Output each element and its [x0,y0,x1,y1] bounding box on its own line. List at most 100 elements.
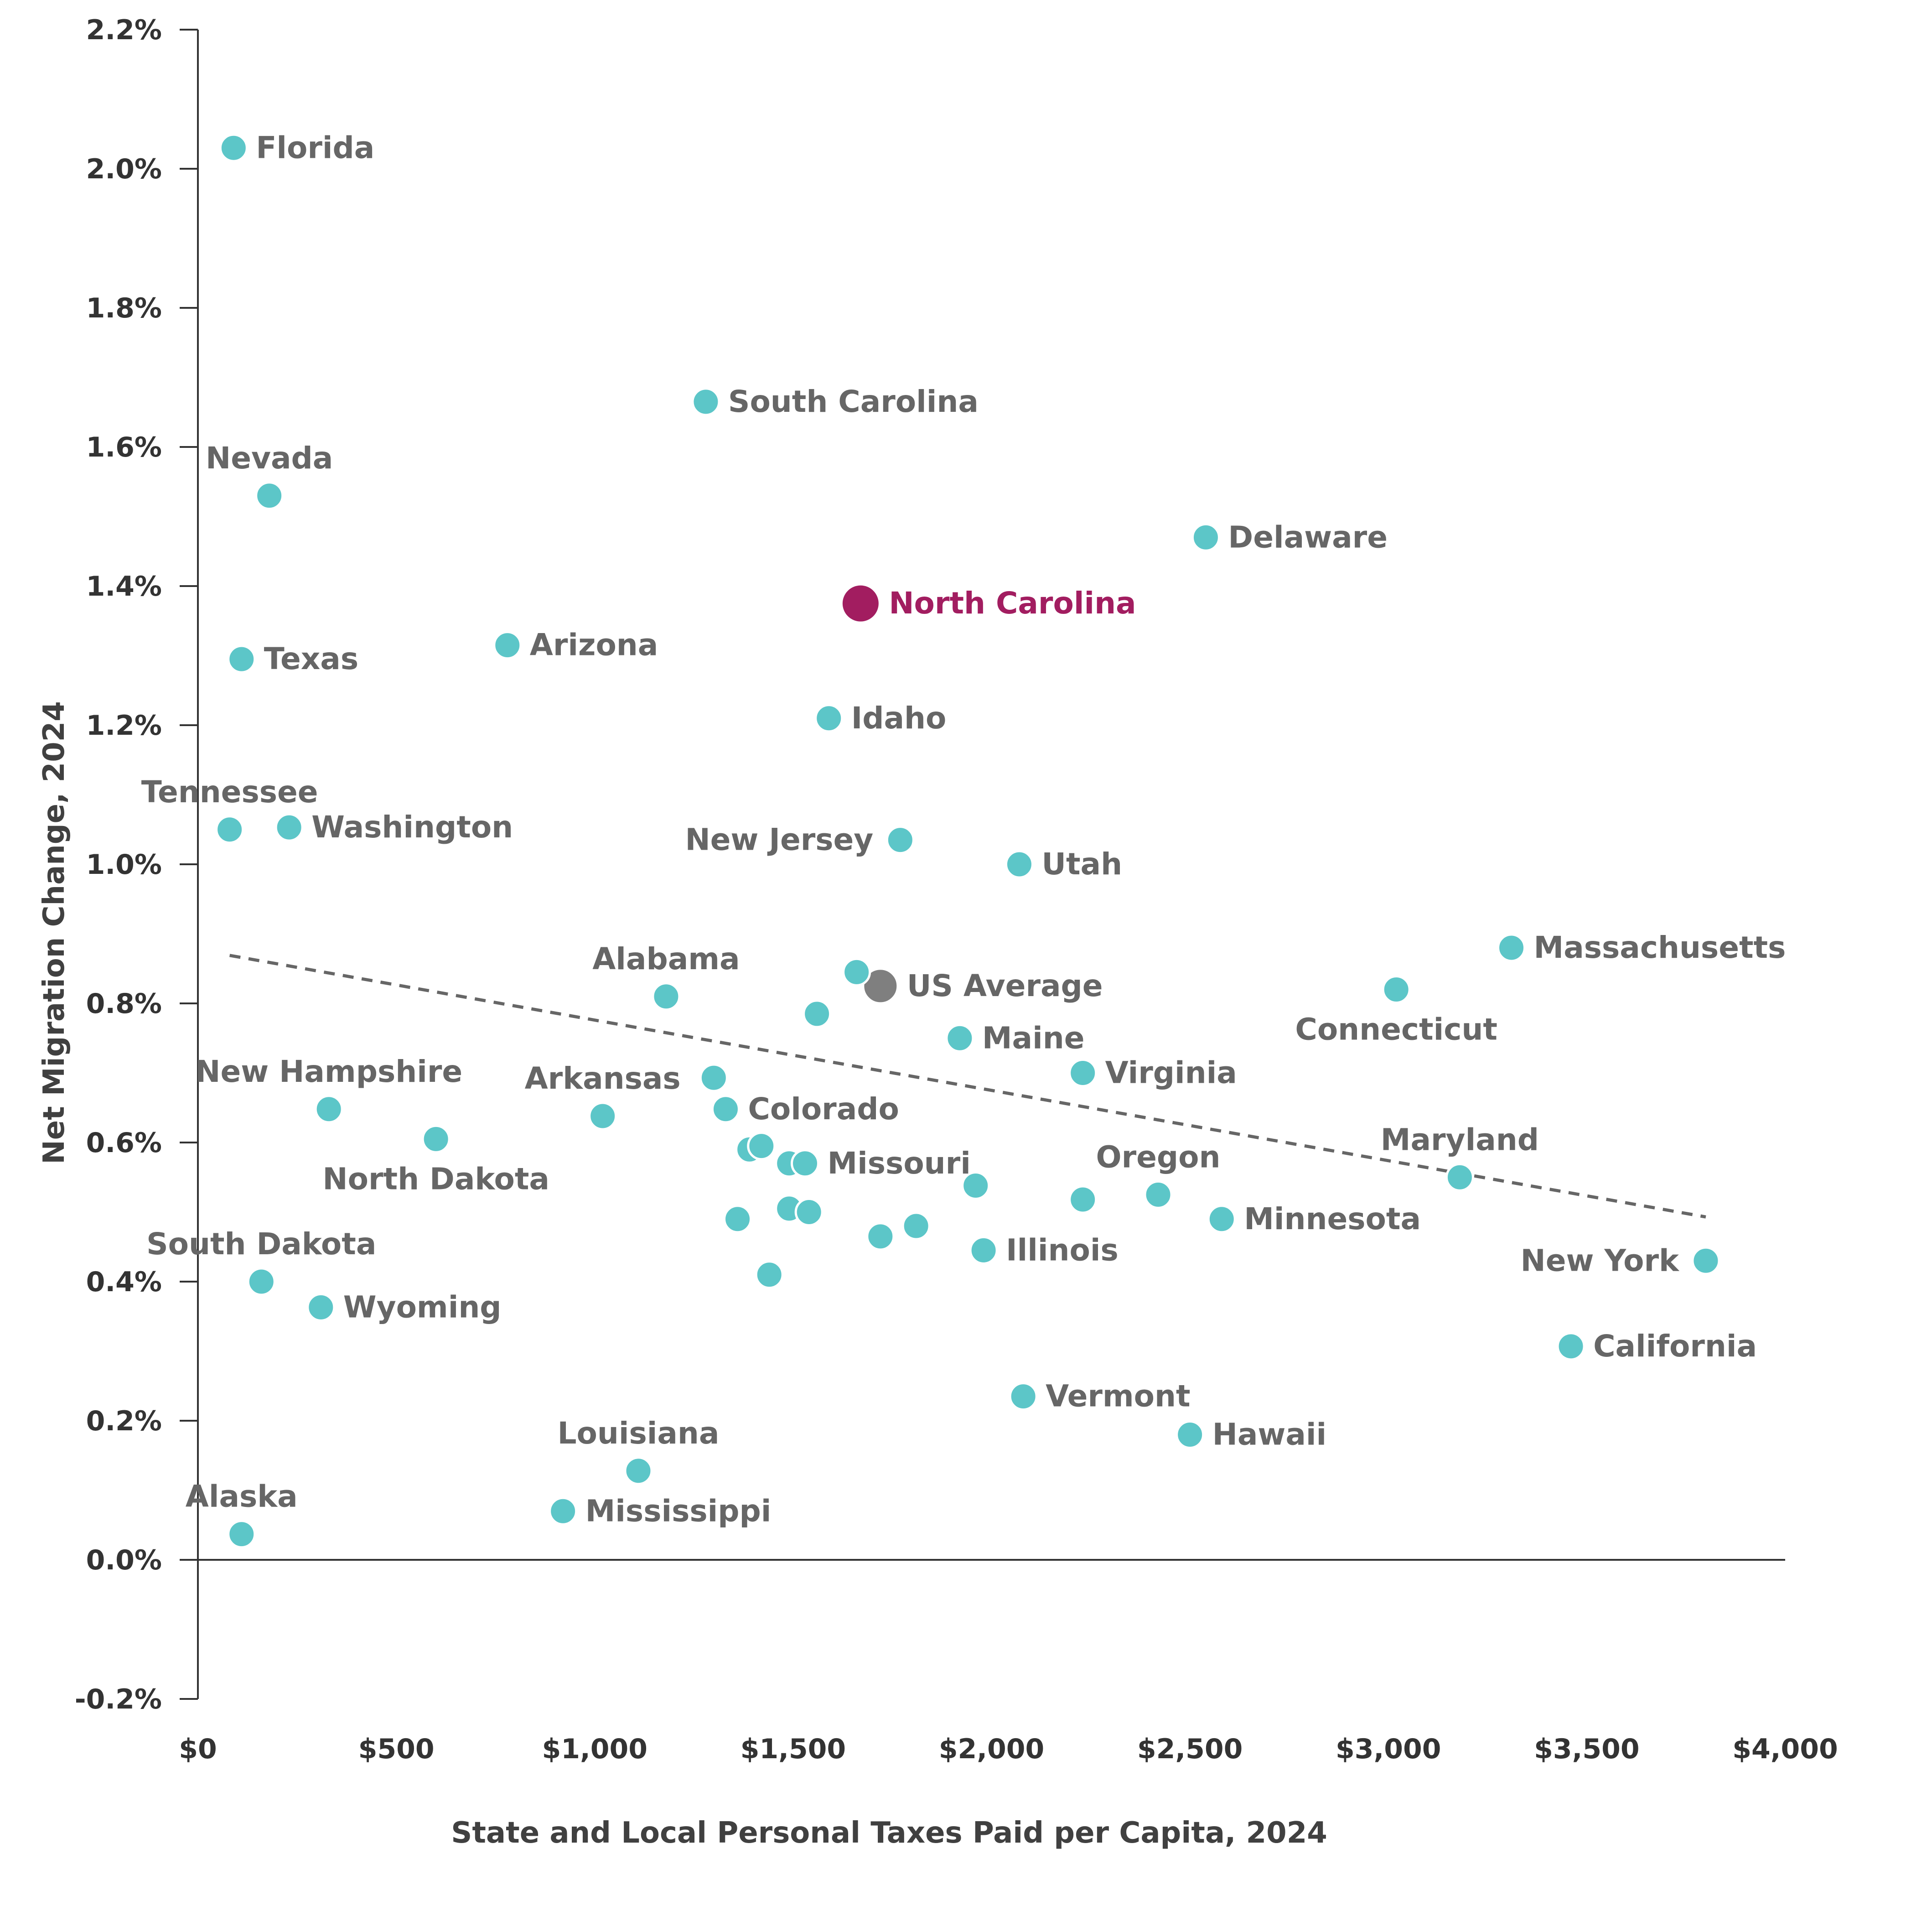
label-hawaii: Hawaii [1212,1417,1327,1452]
y-tick-label: 1.2% [86,710,162,742]
label-illinois: Illinois [1006,1232,1119,1267]
point-new-jersey [886,826,915,855]
point-state [747,1132,776,1161]
y-tick-label: 0.0% [86,1544,162,1576]
x-axis-title: State and Local Personal Taxes Paid per … [451,1816,1327,1850]
x-tick-label: $500 [358,1733,435,1765]
point-arkansas [588,1101,617,1131]
point-maine [945,1023,974,1053]
label-arkansas: Arkansas [525,1061,681,1096]
point-california [1556,1332,1585,1361]
label-new-york: New York [1520,1243,1680,1278]
point-north-carolina [840,583,881,624]
x-tick-label: $2,000 [939,1733,1045,1765]
y-axis-title: Net Migration Change, 2024 [37,701,71,1164]
point-south-carolina [691,387,720,416]
label-delaware: Delaware [1228,519,1388,555]
point-tennessee [215,815,244,844]
point-wyoming [306,1293,336,1322]
point-utah [1005,850,1034,879]
point-south-dakota [247,1267,276,1296]
point-louisiana [624,1456,653,1485]
point-washington [275,813,304,842]
point-new-york [1691,1246,1720,1275]
y-tick-label: 1.6% [86,431,162,463]
label-maine: Maine [982,1020,1085,1055]
label-oregon: Oregon [1096,1139,1221,1174]
y-tick-label: 2.2% [86,14,162,46]
x-tick-label: $1,000 [542,1733,647,1765]
x-tick-label: $0 [179,1733,217,1765]
point-state [842,957,871,987]
x-tick-label: $4,000 [1732,1733,1838,1765]
y-tick-label: 2.0% [86,153,162,185]
points-layer [215,133,1720,1549]
label-alaska: Alaska [186,1479,298,1514]
point-nevada [255,481,284,510]
point-colorado [711,1095,740,1124]
label-north-carolina: North Carolina [889,586,1136,621]
x-tick-label: $2,500 [1137,1733,1243,1765]
label-maryland: Maryland [1381,1122,1539,1157]
label-idaho: Idaho [851,701,947,736]
label-louisiana: Louisiana [557,1416,719,1451]
point-hawaii [1176,1420,1205,1449]
point-texas [227,644,256,674]
point-florida [219,133,248,162]
point-state [803,999,832,1028]
label-colorado: Colorado [748,1091,899,1127]
label-florida: Florida [256,130,374,165]
label-tennessee: Tennessee [141,774,318,810]
labels-layer: Florida South Carolina Nevada Delaware North… [141,130,1786,1528]
point-us-average [862,967,899,1005]
label-new-hampshire: New Hampshire [195,1054,462,1089]
x-tick-label: $1,500 [741,1733,846,1765]
label-north-dakota: North Dakota [322,1161,549,1196]
label-minnesota: Minnesota [1244,1201,1421,1236]
point-vermont [1009,1382,1038,1411]
y-tick-label: 1.4% [86,571,162,602]
point-alabama [652,982,681,1011]
point-oregon [1144,1180,1173,1209]
label-wyoming: Wyoming [343,1289,502,1324]
x-tick-label: $3,500 [1534,1733,1640,1765]
point-maryland [1445,1163,1474,1192]
label-south-dakota: South Dakota [146,1226,376,1262]
y-tick-label: 0.2% [86,1405,162,1437]
point-arizona [493,631,522,660]
point-state [866,1222,895,1251]
point-illinois [969,1236,998,1265]
label-south-carolina: South Carolina [728,384,979,419]
point-virginia [1068,1059,1098,1087]
label-us-average: US Average [907,968,1103,1003]
y-tick-label: 1.8% [86,292,162,324]
label-texas: Texas [264,641,358,676]
point-state [699,1063,728,1092]
point-state [794,1198,824,1226]
y-tick-label: 1.0% [86,849,162,881]
point-state [723,1205,752,1234]
point-north-dakota [421,1124,451,1153]
point-alaska [227,1520,256,1549]
point-delaware [1191,523,1220,552]
y-tick-label: 0.6% [86,1127,162,1159]
label-nevada: Nevada [206,441,333,476]
label-vermont: Vermont [1046,1379,1190,1414]
y-tick-label: 0.4% [86,1266,162,1298]
label-missouri: Missouri [827,1146,970,1181]
x-tick-label: $3,000 [1336,1733,1441,1765]
point-missouri [790,1149,819,1178]
label-alabama: Alabama [592,941,740,976]
point-mississippi [549,1496,578,1526]
label-washington: Washington [311,810,513,845]
label-arizona: Arizona [530,628,658,663]
y-tick-label: -0.2% [75,1683,162,1715]
point-new-hampshire [314,1095,343,1124]
point-idaho [814,704,844,733]
label-new-jersey: New Jersey [685,822,873,857]
label-california: California [1593,1329,1757,1364]
label-connecticut: Connecticut [1295,1012,1497,1047]
point-state [755,1260,784,1289]
label-utah: Utah [1041,847,1122,882]
